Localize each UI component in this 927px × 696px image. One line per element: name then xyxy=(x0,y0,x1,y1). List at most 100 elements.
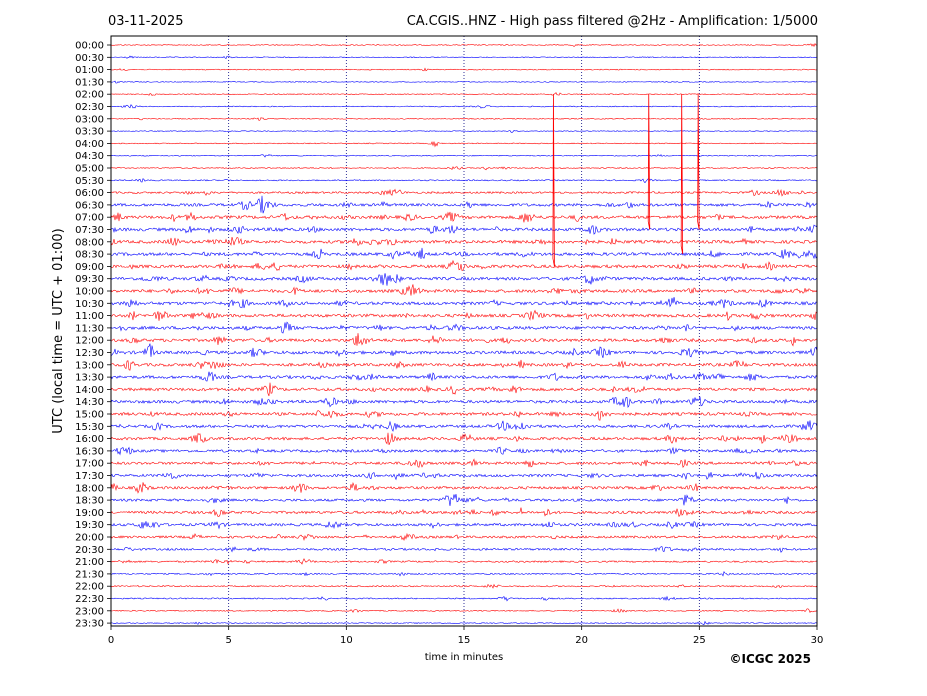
y-axis-label: UTC (local time = UTC + 01:00) xyxy=(51,228,66,433)
trace-row-17:30 xyxy=(110,471,818,481)
trace-row-19:00 xyxy=(110,507,818,518)
y-tick-label: 16:00 xyxy=(75,434,104,445)
trace-row-10:00 xyxy=(110,284,818,296)
y-tick-label: 05:30 xyxy=(75,176,104,187)
trace-row-13:30 xyxy=(110,371,818,382)
y-tick-label: 10:30 xyxy=(75,299,104,310)
y-tick-label: 02:00 xyxy=(75,90,104,101)
trace-row-00:30 xyxy=(110,55,818,60)
y-tick-label: 23:30 xyxy=(75,619,104,630)
x-tick-label: 15 xyxy=(458,635,471,646)
trace-row-11:30 xyxy=(110,321,818,334)
y-tick-label: 14:00 xyxy=(75,385,104,396)
y-tick-label: 01:00 xyxy=(75,65,104,76)
y-tick-label: 14:30 xyxy=(75,397,104,408)
trace-row-18:30 xyxy=(110,493,818,507)
y-tick-label: 12:30 xyxy=(75,348,104,359)
y-tick-label: 07:00 xyxy=(75,213,104,224)
trace-row-21:30 xyxy=(110,570,818,577)
chart-date: 03-11-2025 xyxy=(108,14,184,29)
y-tick-label: 15:00 xyxy=(75,410,104,421)
trace-row-18:00 xyxy=(110,482,818,494)
x-tick-label: 25 xyxy=(693,635,706,646)
y-tick-label: 08:30 xyxy=(75,250,104,261)
y-tick-label: 02:30 xyxy=(75,102,104,113)
trace-row-09:00 xyxy=(110,259,818,271)
trace-row-08:00 xyxy=(110,236,818,247)
y-tick-label: 20:30 xyxy=(75,545,104,556)
trace-row-05:00 xyxy=(110,166,818,171)
trace-row-08:30 xyxy=(110,247,818,260)
trace-row-00:00 xyxy=(110,42,818,48)
trace-row-17:00 xyxy=(110,458,818,468)
trace-row-01:00 xyxy=(110,67,818,72)
spike-0 xyxy=(552,94,555,267)
trace-row-19:30 xyxy=(110,521,818,530)
y-tick-label: 21:00 xyxy=(75,557,104,568)
seismic-traces xyxy=(110,42,818,625)
y-tick-label: 10:00 xyxy=(75,287,104,298)
y-tick-label: 06:00 xyxy=(75,188,104,199)
y-tick-label: 13:00 xyxy=(75,360,104,371)
y-tick-label: 03:30 xyxy=(75,127,104,138)
trace-row-16:00 xyxy=(110,432,818,446)
y-tick-label: 21:30 xyxy=(75,569,104,580)
trace-row-03:30 xyxy=(110,130,818,133)
spike-2 xyxy=(680,94,684,255)
y-tick-label: 22:30 xyxy=(75,594,104,605)
trace-row-14:00 xyxy=(110,382,818,397)
y-tick-label: 22:00 xyxy=(75,582,104,593)
vertical-gridlines xyxy=(228,36,700,626)
x-axis-ticks: 0 5 10 15 20 25 30 xyxy=(108,626,824,646)
trace-row-15:30 xyxy=(110,420,818,432)
seismic-spikes xyxy=(552,94,700,267)
y-tick-label: 13:30 xyxy=(75,373,104,384)
trace-row-23:30 xyxy=(110,620,818,625)
y-tick-label: 23:00 xyxy=(75,606,104,617)
trace-row-03:00 xyxy=(110,117,818,121)
trace-row-02:00 xyxy=(110,92,818,96)
chart-title: CA.CGIS..HNZ - High pass filtered @2Hz -… xyxy=(407,14,818,29)
y-tick-label: 20:00 xyxy=(75,533,104,544)
trace-row-20:30 xyxy=(110,546,818,553)
trace-row-20:00 xyxy=(110,532,818,541)
trace-row-05:30 xyxy=(110,178,818,184)
trace-row-21:00 xyxy=(110,558,818,565)
y-tick-label: 16:30 xyxy=(75,446,104,457)
trace-row-12:30 xyxy=(110,343,818,358)
trace-row-22:30 xyxy=(110,595,818,602)
trace-row-11:00 xyxy=(110,309,818,322)
x-tick-label: 0 xyxy=(108,635,114,646)
y-tick-label: 01:30 xyxy=(75,77,104,88)
trace-row-04:30 xyxy=(110,154,818,158)
y-tick-label: 06:30 xyxy=(75,200,104,211)
y-tick-label: 07:30 xyxy=(75,225,104,236)
y-tick-label: 18:30 xyxy=(75,496,104,507)
trace-row-10:30 xyxy=(110,297,818,309)
y-tick-label: 00:00 xyxy=(75,41,104,52)
trace-row-23:00 xyxy=(110,608,818,613)
x-tick-label: 10 xyxy=(340,635,353,646)
y-tick-label: 00:30 xyxy=(75,53,104,64)
y-tick-label: 08:00 xyxy=(75,237,104,248)
y-tick-label: 09:30 xyxy=(75,274,104,285)
y-tick-label: 04:00 xyxy=(75,139,104,150)
y-tick-label: 17:00 xyxy=(75,459,104,470)
x-axis-label: time in minutes xyxy=(425,652,504,663)
y-tick-label: 09:00 xyxy=(75,262,104,273)
trace-row-09:30 xyxy=(110,273,818,286)
y-tick-label: 17:30 xyxy=(75,471,104,482)
x-tick-label: 30 xyxy=(811,635,824,646)
x-tick-label: 5 xyxy=(225,635,231,646)
y-tick-label: 19:30 xyxy=(75,520,104,531)
y-tick-label: 18:00 xyxy=(75,483,104,494)
y-tick-label: 15:30 xyxy=(75,422,104,433)
trace-row-13:00 xyxy=(110,359,818,371)
x-tick-label: 20 xyxy=(575,635,588,646)
trace-row-22:00 xyxy=(110,583,818,589)
trace-row-04:00 xyxy=(110,141,818,148)
plot-frame xyxy=(110,35,818,627)
spike-1 xyxy=(647,94,651,230)
